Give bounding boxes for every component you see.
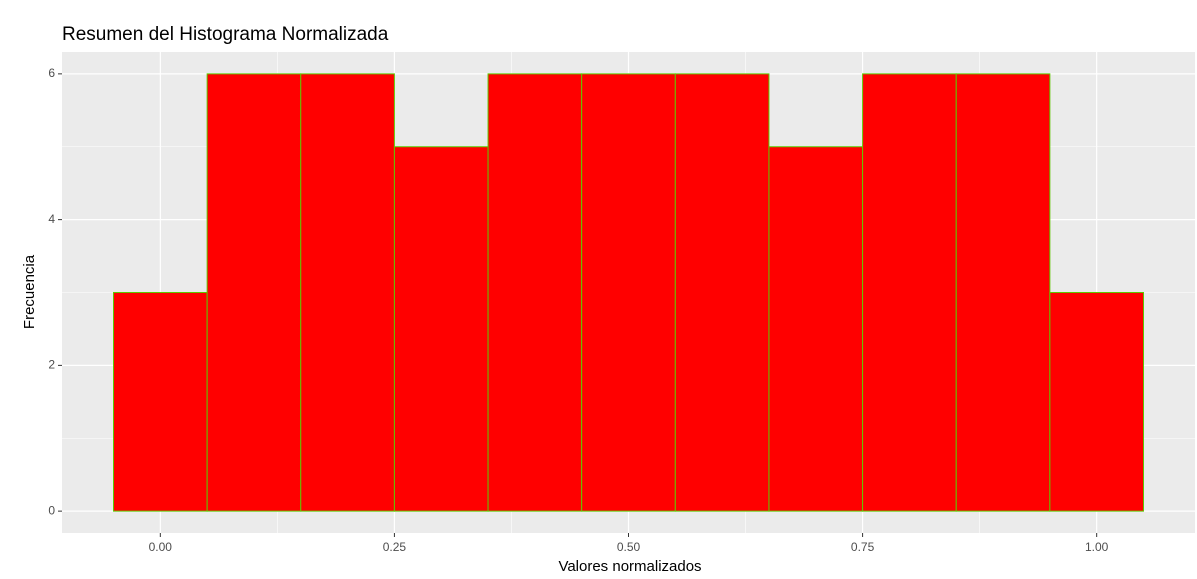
y-tick-label: 2 [48, 358, 55, 372]
bar [768, 146, 864, 512]
y-axis-title: Frecuencia [21, 254, 38, 329]
x-tick-label: 1.00 [1085, 540, 1109, 554]
bar [1049, 292, 1145, 512]
bar [674, 73, 770, 512]
y-tick-label: 4 [48, 212, 55, 226]
y-tick-label: 0 [48, 503, 55, 517]
bar [206, 73, 302, 512]
x-tick-label: 0.25 [383, 540, 407, 554]
bar [300, 73, 395, 512]
bar [581, 73, 676, 512]
bar [113, 292, 208, 512]
bar [393, 146, 489, 512]
bar [862, 73, 957, 512]
x-tick-label: 0.50 [617, 540, 641, 554]
x-tick-label: 0.75 [851, 540, 875, 554]
bar [487, 73, 583, 512]
bar [955, 73, 1051, 512]
x-tick-label: 0.00 [149, 540, 173, 554]
y-tick-label: 6 [48, 66, 55, 80]
chart-title: Resumen del Histograma Normalizada [62, 24, 389, 45]
x-axis-title: Valores normalizados [558, 558, 701, 575]
